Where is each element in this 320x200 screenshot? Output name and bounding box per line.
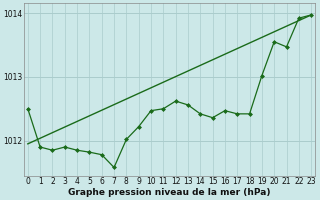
- X-axis label: Graphe pression niveau de la mer (hPa): Graphe pression niveau de la mer (hPa): [68, 188, 271, 197]
